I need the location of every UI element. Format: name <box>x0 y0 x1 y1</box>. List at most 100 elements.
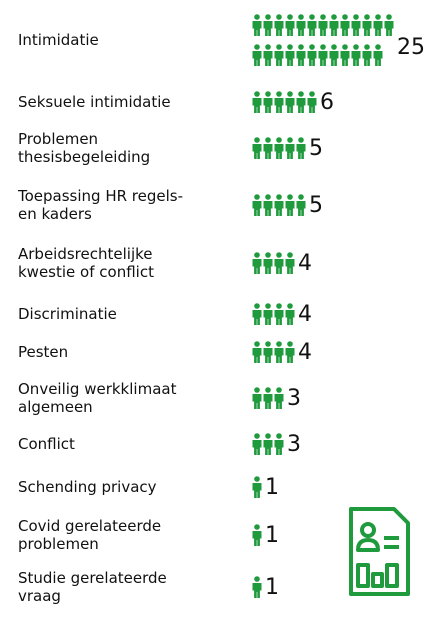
person-head <box>254 252 260 258</box>
person-body <box>274 144 284 159</box>
person-body <box>329 51 339 66</box>
person-body <box>362 51 372 66</box>
person-head <box>287 44 293 50</box>
person-body <box>285 310 295 325</box>
person-head <box>254 341 260 347</box>
person-head <box>298 44 304 50</box>
person-body <box>340 51 350 66</box>
person-body <box>318 21 328 36</box>
person-body <box>263 259 273 274</box>
category-label: Problemen thesisbegeleiding <box>18 130 151 166</box>
person-body <box>252 310 262 325</box>
person-head <box>386 14 392 20</box>
person-body <box>340 21 350 36</box>
person-head <box>254 14 260 20</box>
person-head <box>309 91 315 97</box>
person-head <box>298 194 304 200</box>
person-body <box>318 51 328 66</box>
person-head <box>320 44 326 50</box>
person-body <box>263 348 273 363</box>
person-body <box>274 98 284 113</box>
person-head <box>331 44 337 50</box>
category-label: Conflict <box>18 435 75 453</box>
person-body <box>263 394 273 409</box>
person-head <box>254 137 260 143</box>
person-body <box>351 21 361 36</box>
person-body <box>285 348 295 363</box>
person-head <box>265 137 271 143</box>
person-body <box>296 21 306 36</box>
value-label: 3 <box>287 386 301 411</box>
person-head <box>254 91 260 97</box>
document-icon <box>349 507 410 596</box>
person-body <box>307 51 317 66</box>
value-label: 5 <box>309 193 323 218</box>
person-body <box>373 51 383 66</box>
person-head <box>265 387 271 393</box>
person-head <box>254 576 260 582</box>
person-head <box>342 44 348 50</box>
person-head <box>254 433 260 439</box>
person-body <box>252 51 262 66</box>
pictogram-row <box>252 91 317 113</box>
person-body <box>307 98 317 113</box>
person-body <box>329 21 339 36</box>
category-label: Onveilig werkklimaat algemeen <box>18 380 177 416</box>
person-body <box>296 201 306 216</box>
category-label: Covid gerelateerde problemen <box>18 517 162 553</box>
category-label: Schending privacy <box>18 478 157 496</box>
person-body <box>263 98 273 113</box>
person-head <box>364 44 370 50</box>
person-body <box>252 531 262 546</box>
value-label: 25 <box>397 35 425 60</box>
person-head <box>254 524 260 530</box>
person-body <box>263 440 273 455</box>
person-head <box>298 14 304 20</box>
person-body <box>252 483 262 498</box>
person-head <box>353 14 359 20</box>
person-body <box>252 394 262 409</box>
value-label: 4 <box>298 302 312 327</box>
person-head <box>276 44 282 50</box>
value-label: 4 <box>298 340 312 365</box>
person-head <box>276 387 282 393</box>
person-body <box>274 348 284 363</box>
pictogram-row <box>252 341 295 363</box>
person-body <box>285 21 295 36</box>
person-head <box>375 14 381 20</box>
person-head <box>265 341 271 347</box>
person-body <box>252 144 262 159</box>
person-body <box>274 21 284 36</box>
person-body <box>263 144 273 159</box>
person-head <box>276 14 282 20</box>
person-body <box>252 583 262 598</box>
person-head <box>364 14 370 20</box>
value-label: 1 <box>265 475 279 500</box>
category-label: Arbeidsrechtelijke kwestie of conflict <box>18 245 154 281</box>
person-body <box>263 310 273 325</box>
person-body <box>373 21 383 36</box>
value-label: 4 <box>298 251 312 276</box>
pictogram-row <box>252 194 306 216</box>
pictogram-row <box>252 14 394 66</box>
category-label: Intimidatie <box>18 31 99 49</box>
person-body <box>296 98 306 113</box>
value-label: 5 <box>309 136 323 161</box>
pictogram-row <box>252 137 306 159</box>
person-head <box>375 44 381 50</box>
person-head <box>265 303 271 309</box>
person-body <box>296 144 306 159</box>
person-head <box>287 137 293 143</box>
pictogram-row <box>252 433 284 455</box>
person-head <box>254 387 260 393</box>
value-label: 1 <box>265 575 279 600</box>
person-body <box>285 51 295 66</box>
person-body <box>285 98 295 113</box>
person-head <box>287 91 293 97</box>
person-body <box>263 21 273 36</box>
person-body <box>252 98 262 113</box>
person-body <box>263 201 273 216</box>
person-head <box>265 14 271 20</box>
person-head <box>276 433 282 439</box>
person-head <box>287 14 293 20</box>
